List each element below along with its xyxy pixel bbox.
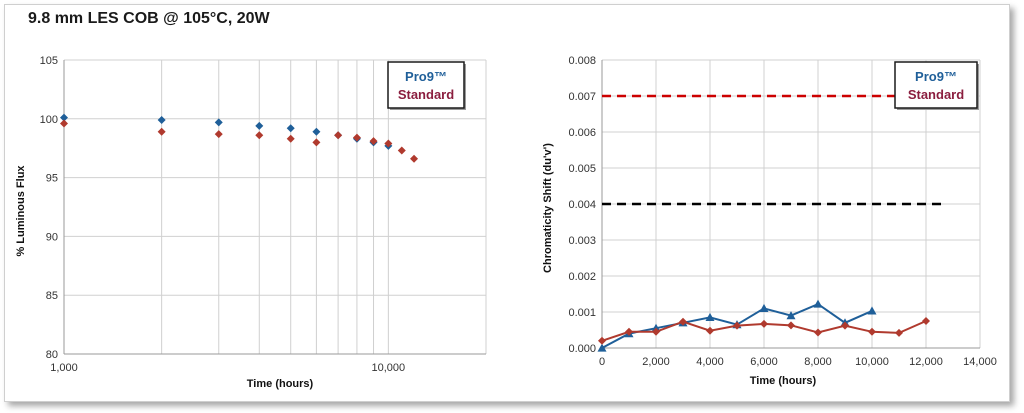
data-point (312, 127, 321, 136)
data-point (841, 321, 849, 330)
x-tick-label: 0 (599, 356, 605, 368)
y-tick-label: 95 (46, 173, 58, 185)
legend-label-pro9: Pro9™ (915, 69, 957, 84)
legend: Pro9™ Standard (894, 61, 979, 110)
data-point (679, 317, 687, 326)
data-point (214, 118, 223, 127)
y-tick-label: 0.000 (568, 343, 596, 355)
legend-label-standard: Standard (908, 87, 964, 102)
data-point (157, 115, 166, 124)
y-tick-label: 80 (46, 349, 58, 361)
y-tick-label: 0.007 (568, 91, 596, 103)
data-point (598, 336, 606, 345)
legend-label-standard: Standard (398, 87, 454, 102)
chromaticity-chart: 0.000 0.001 0.002 0.003 0.004 0.005 0.006 0.007… (542, 55, 997, 387)
x-tick-label: 12,000 (909, 356, 943, 368)
data-point (922, 317, 930, 325)
data-point (60, 119, 68, 128)
data-point (625, 327, 633, 336)
data-point (706, 326, 714, 335)
data-point (814, 328, 822, 337)
figure-title: 9.8 mm LES COB @ 105°C, 20W (28, 10, 270, 27)
data-point (410, 154, 419, 163)
data-point (786, 311, 796, 320)
data-point (760, 319, 768, 328)
data-point (895, 328, 903, 337)
x-axis-title: Time (hours) (750, 375, 817, 387)
y-tick-label: 0.006 (568, 127, 596, 139)
series-standard (60, 119, 419, 163)
data-point (334, 131, 343, 140)
data-point (597, 343, 607, 352)
data-point (867, 306, 877, 315)
data-point (312, 138, 321, 147)
legend-box (894, 61, 978, 109)
y-tick-label: 85 (46, 290, 58, 302)
data-point (759, 303, 769, 312)
data-point (868, 327, 876, 336)
x-tick-label: 8,000 (804, 356, 832, 368)
x-tick-label: 2,000 (642, 356, 670, 368)
y-tick-label: 90 (46, 231, 58, 243)
y-tick-label: 0.008 (568, 55, 596, 67)
data-point (733, 321, 741, 330)
data-point (787, 321, 795, 330)
x-tick-label: 1,000 (50, 362, 78, 374)
data-point (255, 131, 264, 140)
data-point (157, 127, 166, 136)
y-tick-label: 105 (40, 55, 58, 67)
y-axis-title: % Luminous Flux (15, 165, 27, 257)
x-tick-label: 10,000 (855, 356, 889, 368)
data-point (286, 124, 295, 133)
legend-box (387, 61, 465, 109)
y-tick-label: 100 (40, 114, 58, 126)
y-tick-label: 0.005 (568, 163, 596, 175)
data-point (286, 134, 295, 143)
x-tick-label: 6,000 (750, 356, 778, 368)
data-point (60, 113, 68, 122)
data-point (397, 146, 406, 155)
x-tick-label: 14,000 (963, 356, 997, 368)
x-tick-label: 4,000 (696, 356, 724, 368)
data-point (652, 327, 660, 336)
legend: Pro9™ Standard (387, 61, 466, 110)
y-tick-label: 0.004 (568, 199, 596, 211)
luminous-flux-chart: 80 85 90 95 100 105 1,000 10,000 Time (hours) % L… (15, 55, 487, 390)
data-point (651, 323, 661, 332)
y-tick-label: 0.003 (568, 235, 596, 247)
data-point (384, 139, 393, 148)
data-point (352, 133, 361, 142)
data-point (813, 299, 823, 308)
data-point (369, 137, 378, 146)
x-tick-label: 10,000 (372, 362, 406, 374)
data-point (214, 130, 223, 139)
series-standard (598, 317, 930, 345)
y-axis-title: Chromaticity Shift (du'v') (542, 143, 554, 273)
data-point (705, 312, 715, 321)
y-tick-label: 0.001 (568, 307, 596, 319)
x-axis-title: Time (hours) (247, 378, 314, 390)
data-point (255, 121, 264, 130)
legend-label-pro9: Pro9™ (405, 69, 447, 84)
y-tick-label: 0.002 (568, 271, 596, 283)
